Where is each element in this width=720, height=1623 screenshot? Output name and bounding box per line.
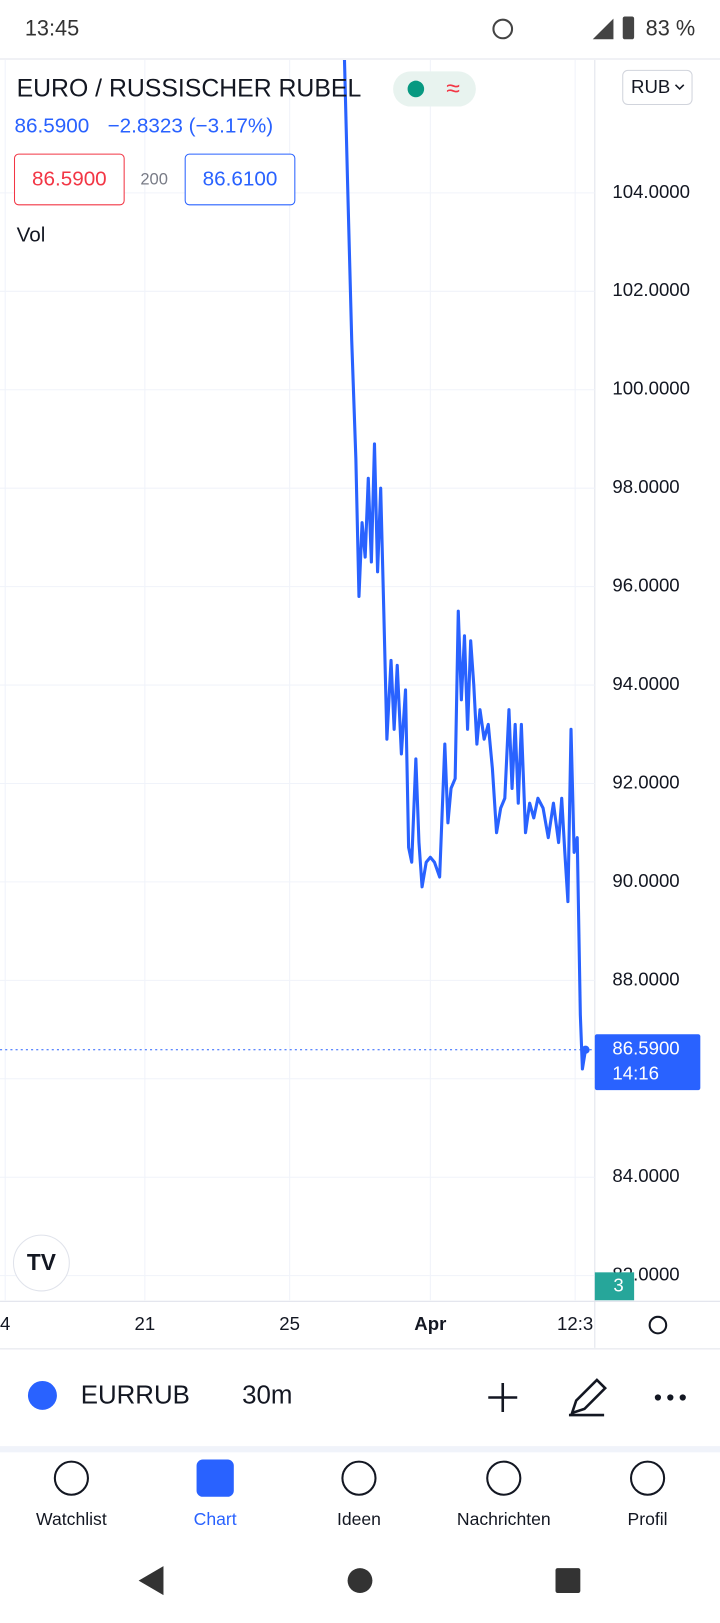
logo: TV	[27, 1249, 57, 1275]
flag-icon	[27, 1380, 57, 1410]
x-tick-label: Apr	[414, 1313, 446, 1334]
currency: RUB	[631, 76, 670, 97]
status-time: 13:45	[25, 16, 79, 41]
sell-button[interactable]	[13, 153, 125, 206]
y-tick-label: 102.0000	[612, 279, 690, 300]
x-tick-label: 12:3	[557, 1313, 593, 1334]
y-tick-label: 92.0000	[612, 771, 679, 792]
volume-badge	[594, 1272, 635, 1301]
y-tick-label: 96.0000	[612, 575, 679, 596]
nav-label[interactable]: Ideen	[337, 1509, 381, 1529]
nav-icon[interactable]	[341, 1460, 377, 1496]
y-tick-label: 90.0000	[612, 870, 679, 891]
signal-icon	[592, 18, 614, 40]
price-marker-countdown: 14:16	[612, 1062, 659, 1083]
nav-label[interactable]: Chart	[194, 1509, 237, 1529]
delayed-icon: ≈	[446, 76, 460, 103]
y-tick-label: 98.0000	[612, 476, 679, 497]
chevron	[674, 84, 685, 91]
last-price: 86.5900	[15, 115, 90, 138]
logo-button[interactable]	[12, 1234, 70, 1292]
last-point	[581, 1045, 590, 1054]
currency-button[interactable]	[622, 69, 693, 105]
x-tick-label: 25	[279, 1313, 300, 1334]
symbol-title: EURO / RUSSISCHER RUBEL	[17, 76, 362, 103]
draw-icon[interactable]	[568, 1378, 607, 1417]
toolbar-interval[interactable]: 30m	[242, 1381, 292, 1409]
toolbar-symbol[interactable]: EURRUB	[81, 1381, 190, 1409]
bid: 86.5900	[32, 167, 107, 190]
nav-label[interactable]: Nachrichten	[457, 1509, 551, 1529]
price-marker-label: 86.5900	[612, 1038, 679, 1059]
battery-icon	[622, 16, 635, 40]
alarm-icon	[492, 18, 514, 40]
y-tick-label: 104.0000	[612, 181, 690, 202]
price-marker-box	[594, 1034, 701, 1091]
volume-badge-label: 3	[613, 1275, 623, 1296]
x-tick-label: 21	[134, 1313, 155, 1334]
x-tick-label: 4	[0, 1313, 10, 1334]
settings-icon[interactable]	[648, 1315, 668, 1335]
y-tick-label: 94.0000	[612, 673, 679, 694]
home-button[interactable]	[347, 1568, 373, 1594]
back-button[interactable]	[138, 1566, 164, 1596]
nav-icon[interactable]	[196, 1459, 234, 1497]
price-line	[342, 59, 588, 1071]
market-open-dot	[407, 80, 425, 98]
ask: 86.6100	[203, 167, 278, 190]
volume-label: Vol	[17, 223, 46, 246]
nav-label[interactable]: Profil	[628, 1509, 668, 1529]
y-tick-label: 88.0000	[612, 968, 679, 989]
price-change: −2.8323 (−3.17%)	[108, 115, 274, 138]
y-tick-label: 84.0000	[612, 1165, 679, 1186]
nav-icon[interactable]	[53, 1460, 89, 1496]
nav-icon[interactable]	[629, 1460, 666, 1496]
more-icon[interactable]	[654, 1394, 686, 1401]
spread: 200	[140, 169, 168, 188]
buy-button[interactable]	[184, 153, 296, 206]
battery: 83 %	[646, 16, 696, 41]
add-icon[interactable]	[488, 1383, 518, 1412]
nav-icon[interactable]	[486, 1460, 522, 1496]
y-tick-label: 100.0000	[612, 378, 690, 399]
divider	[0, 1446, 720, 1453]
recents-button[interactable]	[555, 1568, 581, 1594]
status-pill[interactable]	[393, 71, 476, 107]
nav-label[interactable]: Watchlist	[36, 1509, 107, 1529]
